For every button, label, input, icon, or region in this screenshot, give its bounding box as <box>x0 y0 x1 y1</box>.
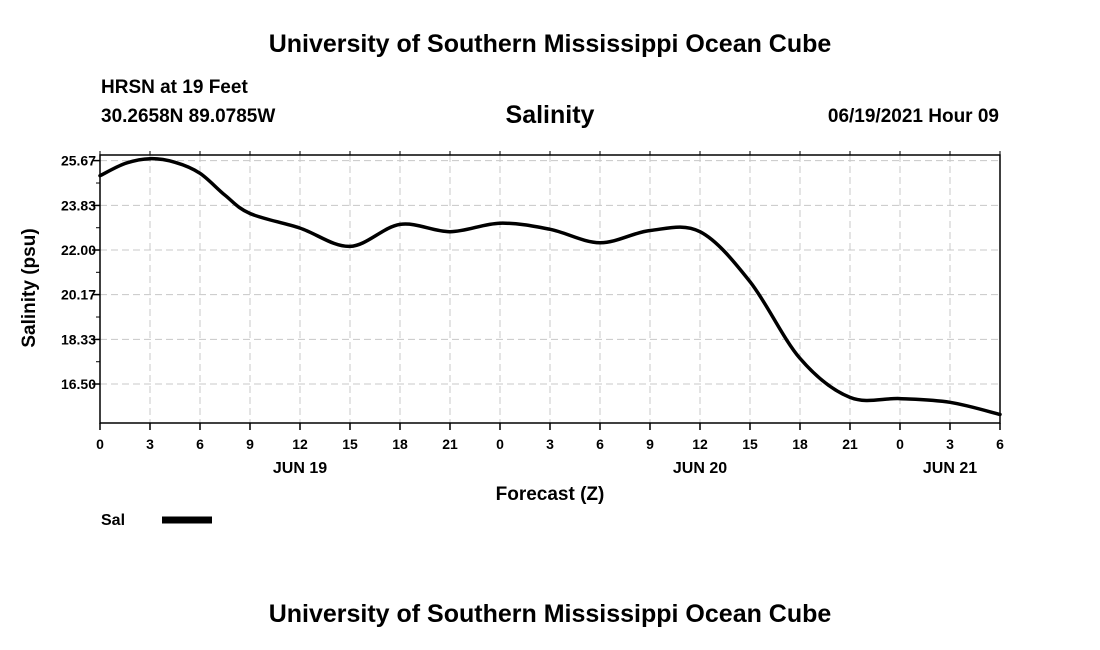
x-tick-label: 6 <box>196 436 204 452</box>
date-label: JUN 19 <box>273 460 327 477</box>
x-tick-label: 6 <box>996 436 1004 452</box>
x-tick-label: 3 <box>546 436 554 452</box>
axes: 16.50 18.33 20.17 22.00 23.83 25.67 0 3 6 9 12 15 18… <box>61 151 1004 477</box>
y-tick-label: 25.67 <box>61 153 96 169</box>
y-axis-label: Salinity (psu) <box>19 228 40 347</box>
x-tick-label: 3 <box>946 436 954 452</box>
x-tick-label: 6 <box>596 436 604 452</box>
date-label: JUN 20 <box>673 460 727 477</box>
legend: Sal <box>101 512 212 529</box>
x-tick-label: 0 <box>96 436 104 452</box>
x-tick-label: 15 <box>342 436 358 452</box>
y-tick-label: 23.83 <box>61 197 96 213</box>
x-tick-label: 0 <box>896 436 904 452</box>
x-tick-label: 12 <box>292 436 308 452</box>
x-axis-label: Forecast (Z) <box>496 484 605 505</box>
x-tick-label: 9 <box>246 436 254 452</box>
forecast-datetime: 06/19/2021 Hour 09 <box>827 106 999 127</box>
chart-title: Salinity <box>505 101 595 129</box>
x-tick-label: 3 <box>146 436 154 452</box>
x-tick-label: 0 <box>496 436 504 452</box>
x-tick-label: 15 <box>742 436 758 452</box>
footer-title: University of Southern Mississippi Ocean… <box>268 600 832 628</box>
x-tick-label: 9 <box>646 436 654 452</box>
series-line-sal <box>98 156 1002 417</box>
station-label: HRSN at 19 Feet <box>101 77 248 98</box>
x-tick-label: 21 <box>442 436 458 452</box>
salinity-chart: 16.50 18.33 20.17 22.00 23.83 25.67 0 3 6 9 12 15 18… <box>19 151 1004 529</box>
x-tick-label: 21 <box>842 436 858 452</box>
date-label: JUN 21 <box>923 460 977 477</box>
plot-frame <box>99 154 1001 424</box>
y-tick-label: 16.50 <box>61 376 96 392</box>
x-tick-label: 12 <box>692 436 708 452</box>
y-tick-label: 22.00 <box>61 242 96 258</box>
x-tick-label: 18 <box>792 436 808 452</box>
page-title: University of Southern Mississippi Ocean… <box>268 30 832 58</box>
legend-label: Sal <box>101 512 125 529</box>
y-tick-label: 20.17 <box>61 287 96 303</box>
coordinates-label: 30.2658N 89.0785W <box>101 106 276 127</box>
grid-lines <box>100 155 1000 423</box>
x-tick-label: 18 <box>392 436 408 452</box>
y-tick-label: 18.33 <box>61 331 96 347</box>
series-layer <box>98 156 1002 417</box>
axis-labels: Forecast (Z) Salinity (psu) <box>19 228 604 505</box>
